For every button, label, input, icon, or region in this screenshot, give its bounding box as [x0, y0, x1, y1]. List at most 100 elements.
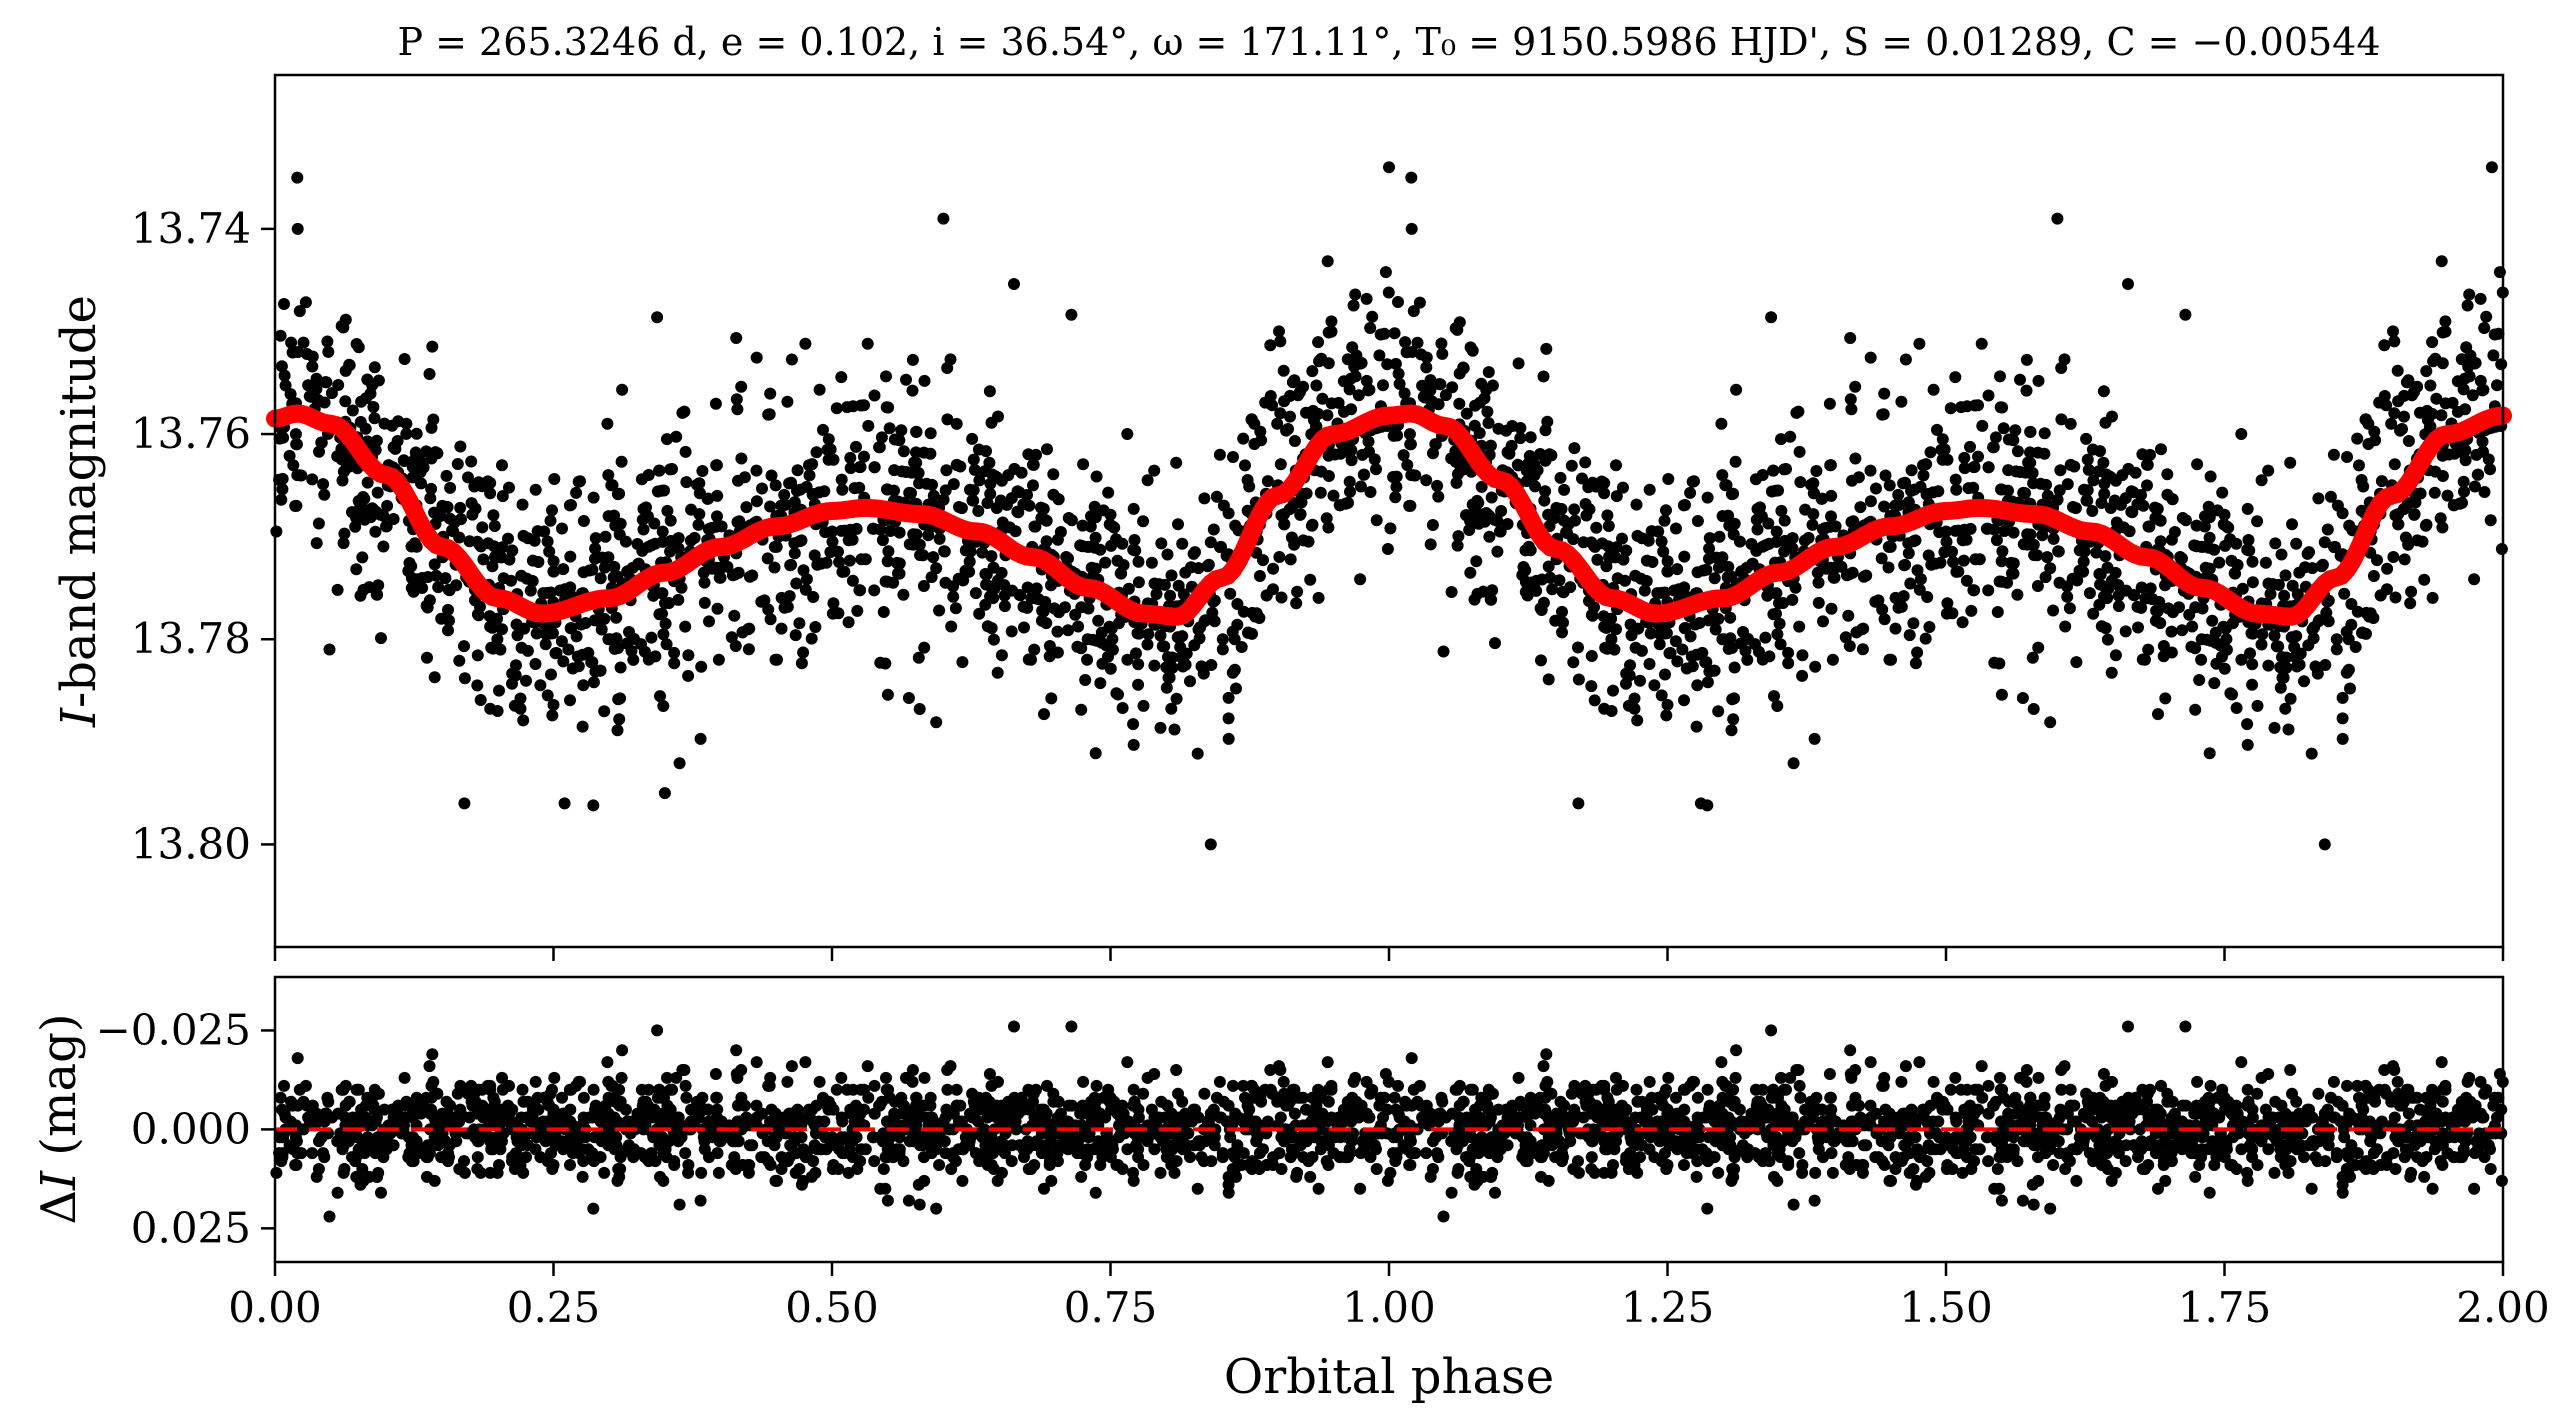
residual-point: [1994, 1071, 2006, 1084]
residual-point: [574, 1075, 586, 1088]
light-curve-point: [369, 525, 382, 538]
light-curve-point: [1160, 661, 1173, 674]
light-curve-point: [913, 477, 926, 490]
light-curve-point: [2230, 702, 2243, 714]
light-curve-point: [278, 298, 290, 310]
light-curve-point: [532, 556, 545, 568]
light-curve-point: [750, 495, 763, 508]
residual-point: [1754, 1095, 1766, 1108]
light-curve-point: [454, 440, 467, 453]
light-curve-point: [1616, 532, 1628, 545]
light-curve-point: [1608, 643, 1621, 656]
light-curve-point: [830, 402, 843, 415]
residual-point: [1297, 1151, 1310, 1164]
light-curve-point: [725, 631, 738, 644]
light-curve-point: [2203, 511, 2216, 524]
light-curve-point: [2468, 480, 2481, 493]
light-curve-point: [361, 476, 374, 489]
light-curve-point: [640, 501, 652, 514]
light-curve-point: [1716, 469, 1729, 482]
light-curve-point: [572, 660, 585, 673]
light-curve-point: [2391, 364, 2404, 377]
light-curve-point: [375, 632, 387, 645]
light-curve-point: [555, 635, 568, 648]
light-curve-point: [998, 600, 1011, 613]
light-curve-point: [2002, 464, 2015, 477]
light-curve-point: [944, 353, 957, 366]
light-curve-point: [2191, 458, 2204, 471]
light-curve-point: [2073, 544, 2086, 557]
light-curve-point: [987, 633, 1000, 646]
light-curve-point: [2451, 405, 2464, 418]
light-curve-point: [2388, 407, 2401, 420]
light-curve-point: [1879, 469, 1892, 482]
light-curve-point: [835, 524, 848, 537]
light-curve-point: [484, 477, 497, 489]
light-curve-point: [738, 471, 751, 484]
residual-point: [1259, 1083, 1272, 1096]
residual-point: [956, 1174, 969, 1187]
light-curve-point: [2152, 708, 2164, 721]
light-curve-point: [1598, 477, 1611, 490]
light-curve-point: [2457, 475, 2470, 488]
light-curve-point: [1808, 732, 1821, 745]
light-curve-point: [1765, 311, 1778, 324]
residual-point: [2108, 1107, 2121, 1120]
light-curve-point: [463, 535, 476, 548]
outlier-point: [658, 787, 671, 800]
light-curve-point: [969, 587, 982, 600]
light-curve-point: [1825, 489, 1838, 502]
light-curve-point: [2495, 358, 2508, 371]
light-curve-point: [841, 401, 854, 414]
light-curve-point: [494, 643, 507, 656]
light-curve-point: [506, 677, 518, 690]
light-curve-point: [602, 469, 615, 482]
light-curve-point: [2007, 526, 2020, 539]
light-curve-point: [2345, 618, 2358, 631]
light-curve-point: [339, 364, 352, 377]
light-curve-point: [2196, 602, 2209, 615]
light-curve-point: [337, 465, 350, 478]
light-curve-point: [664, 514, 677, 527]
light-curve-point: [1878, 500, 1891, 513]
residual-point: [2070, 1174, 2083, 1187]
light-curve-point: [1844, 332, 1857, 344]
light-curve-point: [1424, 374, 1437, 387]
light-curve-point: [1630, 498, 1643, 511]
residual-point: [1089, 1186, 1102, 1199]
light-curve-point: [487, 509, 500, 522]
light-curve-point: [615, 455, 628, 468]
light-curve-point: [1691, 515, 1704, 527]
light-curve-point: [2478, 486, 2491, 498]
residual-point: [1370, 1163, 1383, 1175]
light-curve-point: [1072, 620, 1085, 633]
light-curve-point: [2246, 678, 2259, 691]
light-curve-point: [1671, 655, 1684, 668]
residual-point: [1949, 1131, 1962, 1144]
light-curve-point: [1878, 387, 1891, 400]
light-curve-point: [740, 501, 753, 514]
light-curve-point: [2235, 428, 2248, 440]
light-curve-point: [1856, 623, 1869, 636]
light-curve-point: [1373, 349, 1386, 362]
light-curve-point: [440, 469, 453, 482]
light-curve-point: [1092, 614, 1105, 627]
light-curve-point: [1148, 464, 1161, 477]
light-curve-point: [1812, 576, 1825, 589]
light-curve-point: [1991, 606, 2004, 618]
residual-point: [2068, 1099, 2081, 1112]
light-curve-point: [1172, 579, 1185, 592]
light-curve-point: [1778, 514, 1791, 527]
light-curve-point: [424, 492, 437, 505]
light-curve-point: [276, 472, 289, 485]
light-curve-point: [1756, 540, 1769, 553]
light-curve-point: [1254, 425, 1267, 438]
light-curve-point: [859, 553, 872, 566]
light-curve-point: [1709, 623, 1722, 636]
light-curve-point: [1437, 645, 1450, 658]
light-curve-point: [1035, 501, 1047, 514]
residual-point: [516, 1083, 529, 1096]
light-curve-point: [1677, 499, 1690, 512]
light-curve-point: [2309, 660, 2322, 673]
residual-point: [651, 1024, 664, 1037]
